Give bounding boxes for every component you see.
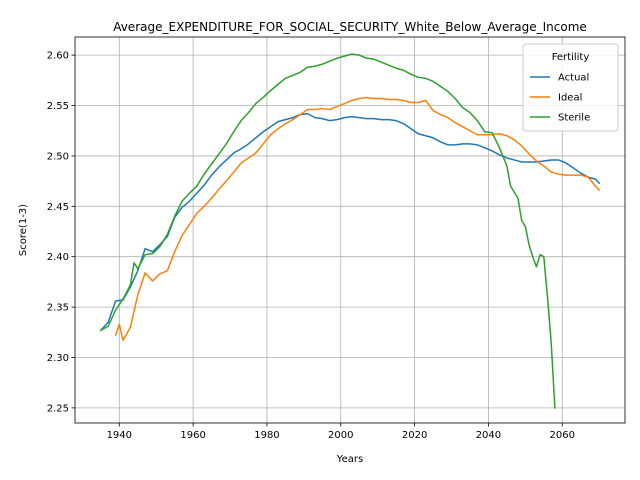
series-line-sterile — [99, 53, 556, 409]
legend: Fertility Actual Ideal Sterile — [522, 43, 619, 132]
x-axis: 1940 1960 1980 2000 2020 2040 2060 — [107, 423, 575, 441]
legend-label-actual: Actual — [558, 73, 589, 84]
grid — [75, 37, 625, 423]
x-tick-label: 1980 — [254, 430, 279, 441]
y-tick-label: 2.45 — [47, 202, 69, 213]
y-tick-label: 2.30 — [47, 353, 69, 364]
x-tick-label: 2040 — [476, 430, 501, 441]
legend-entries: Actual Ideal Sterile — [530, 73, 590, 124]
plot-frame — [74, 36, 626, 424]
y-axis: 2.25 2.30 2.35 2.40 2.45 2.50 2.55 2.60 — [47, 51, 75, 414]
x-tick-label: 2000 — [328, 430, 353, 441]
y-axis-label: Score(1-3) — [18, 204, 29, 256]
series-layer — [99, 53, 601, 409]
series-line-ideal — [114, 96, 601, 342]
x-tick-label: 1940 — [107, 430, 132, 441]
chart-title: Average_EXPENDITURE_FOR_SOCIAL_SECURITY_… — [113, 20, 587, 34]
y-tick-label: 2.60 — [47, 51, 69, 62]
y-tick-label: 2.25 — [47, 403, 69, 414]
x-tick-label: 1960 — [180, 430, 205, 441]
series-line-actual — [99, 112, 601, 332]
legend-label-ideal: Ideal — [558, 93, 582, 104]
y-tick-label: 2.35 — [47, 303, 69, 314]
legend-title: Fertility — [552, 52, 590, 63]
legend-box — [522, 43, 619, 132]
x-tick-label: 2060 — [550, 430, 575, 441]
legend-label-sterile: Sterile — [558, 113, 590, 124]
x-axis-label: Years — [336, 454, 363, 465]
y-tick-label: 2.40 — [47, 252, 69, 263]
y-tick-label: 2.50 — [47, 151, 69, 162]
y-tick-label: 2.55 — [47, 101, 69, 112]
x-tick-label: 2020 — [402, 430, 427, 441]
